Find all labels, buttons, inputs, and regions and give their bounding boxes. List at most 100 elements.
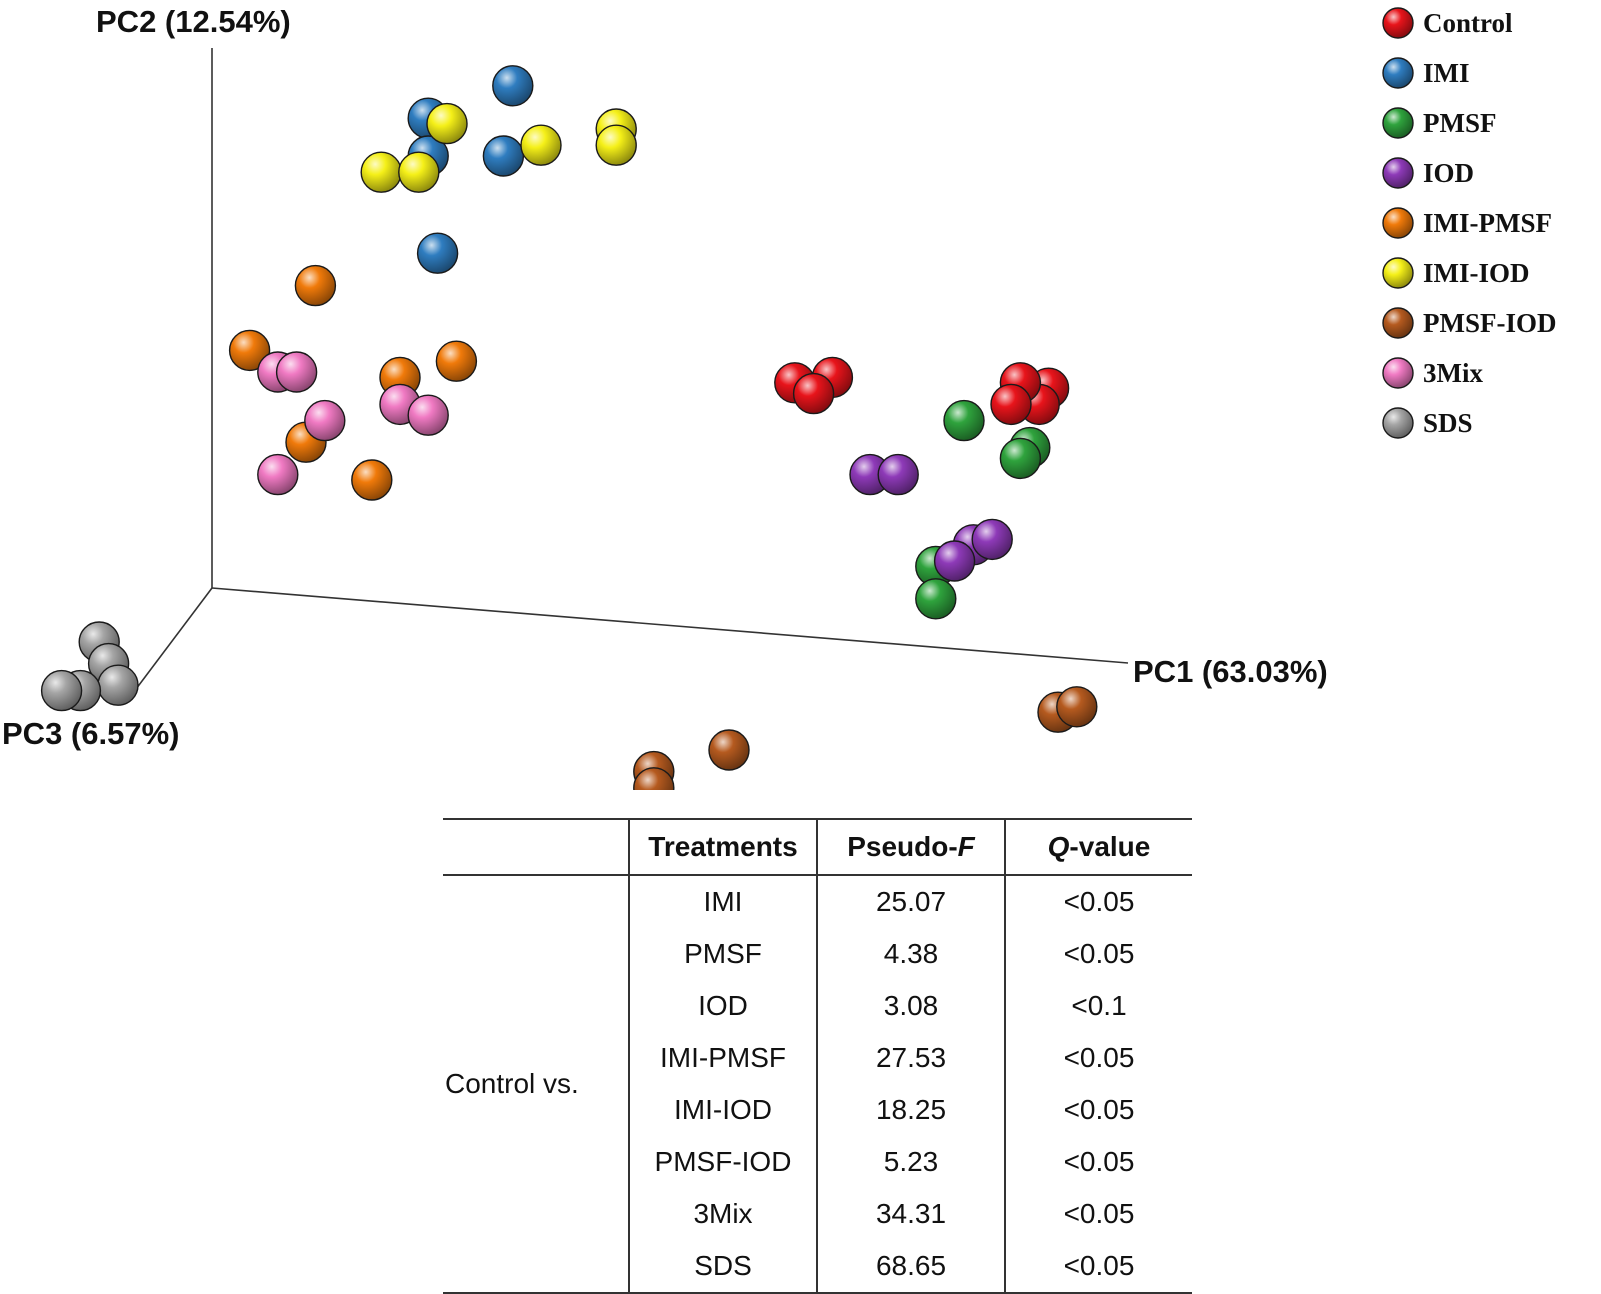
legend-marker-3mix	[1382, 357, 1414, 389]
legend-item-control: Control	[1382, 7, 1513, 39]
legend-marker-iod	[1382, 157, 1414, 189]
point-pmsf-3	[999, 437, 1042, 480]
table-cell-pseudo-f: 5.23	[816, 1136, 1005, 1188]
table-cell-treatment: SDS	[628, 1240, 817, 1294]
pc1-axis-label: PC1 (63.03%)	[1133, 654, 1328, 689]
table-row: IMI-PMSF 27.53 <0.05	[443, 1032, 1192, 1084]
legend-item-imi-iod: IMI-IOD	[1382, 257, 1530, 289]
table-cell-pseudo-f: 68.65	[816, 1240, 1005, 1294]
table-row: SDS 68.65 <0.05	[443, 1240, 1192, 1294]
table-cell-pseudo-f: 25.07	[816, 875, 1005, 928]
point-sds-3	[97, 664, 139, 706]
pc2-axis-label: PC2 (12.54%)	[96, 4, 291, 39]
point-imi-pmsf-6	[351, 459, 393, 501]
point-imi-pmsf-3	[435, 340, 478, 382]
legend-label-pmsf: PMSF	[1423, 108, 1497, 138]
point-sds-5	[40, 669, 83, 712]
point-pmsf-5	[915, 578, 957, 620]
point-imi-4	[482, 135, 525, 177]
legend-label-pmsf-iod: PMSF-IOD	[1423, 308, 1556, 338]
legend-marker-imi-pmsf	[1382, 207, 1414, 239]
point-iod-2	[877, 453, 919, 496]
legend-label-3mix: 3Mix	[1423, 358, 1483, 388]
table-header-treatments: Treatments	[628, 818, 817, 876]
point-imi-5	[416, 232, 459, 274]
legend-item-imi: IMI	[1382, 57, 1470, 89]
legend-marker-imi	[1382, 57, 1414, 89]
legend-item-iod: IOD	[1382, 157, 1474, 189]
legend-label-iod: IOD	[1423, 158, 1474, 188]
table-cell-treatment: IOD	[628, 980, 817, 1032]
point-iod-4	[971, 518, 1013, 561]
table-header-pseudo-f: Pseudo-F	[816, 818, 1005, 876]
data-points	[40, 65, 1098, 790]
table-cell-q-value: <0.05	[1004, 1188, 1192, 1240]
legend-marker-pmsf	[1382, 107, 1414, 139]
legend-label-control: Control	[1423, 8, 1513, 38]
table-cell-pseudo-f: 18.25	[816, 1084, 1005, 1136]
table-row: Control vs. IMI 25.07 <0.05	[443, 875, 1192, 1294]
table-cell-q-value: <0.05	[1004, 1032, 1192, 1084]
table-row: IMI-IOD 18.25 <0.05	[443, 1084, 1192, 1136]
pcoa-plot: PC2 (12.54%) PC1 (63.03%) PC3 (6.57%) Co…	[2, 4, 1556, 790]
point-imi-iod-3	[398, 151, 440, 193]
point-pmsf-iod-2	[1056, 686, 1098, 728]
legend-marker-control	[1382, 7, 1414, 39]
point-3mix-6	[257, 453, 299, 496]
legend-item-pmsf: PMSF	[1382, 107, 1497, 139]
legend: Control IMI PMSF IOD IMI-PMSF IMI-IOD PMSF-IOD…	[1382, 7, 1556, 439]
table-group-label: Control vs.	[443, 875, 629, 1294]
legend-marker-sds	[1382, 407, 1414, 439]
pc1-axis-line	[211, 587, 1129, 664]
legend-label-imi-pmsf: IMI-PMSF	[1423, 208, 1552, 238]
legend-marker-imi-iod	[1382, 257, 1414, 289]
table-header-blank	[443, 818, 629, 876]
table-row: IOD 3.08 <0.1	[443, 980, 1192, 1032]
table-cell-q-value: <0.05	[1004, 1240, 1192, 1294]
table-cell-pseudo-f: 4.38	[816, 928, 1005, 980]
legend-item-sds: SDS	[1382, 407, 1473, 439]
table-cell-q-value: <0.1	[1004, 980, 1192, 1032]
point-imi-pmsf-2	[228, 329, 271, 372]
table-cell-treatment: IMI-IOD	[628, 1084, 817, 1136]
table-cell-treatment: IMI-PMSF	[628, 1032, 817, 1084]
legend-item-imi-pmsf: IMI-PMSF	[1382, 207, 1552, 239]
point-imi-iod-4	[520, 124, 562, 166]
legend-item-3mix: 3Mix	[1382, 357, 1483, 389]
table-cell-pseudo-f: 3.08	[816, 980, 1005, 1032]
table-cell-treatment: PMSF-IOD	[628, 1136, 817, 1188]
permanova-table: Treatments Pseudo-F Q-value Control vs. I…	[443, 818, 1192, 1294]
point-imi-iod-6	[595, 124, 637, 166]
legend-label-imi-iod: IMI-IOD	[1423, 258, 1530, 288]
table-cell-pseudo-f: 27.53	[816, 1032, 1005, 1084]
legend-marker-pmsf-iod	[1382, 307, 1414, 339]
table-row: 3Mix 34.31 <0.05	[443, 1188, 1192, 1240]
point-3mix-3	[304, 399, 346, 442]
legend-item-pmsf-iod: PMSF-IOD	[1382, 307, 1556, 339]
table-cell-q-value: <0.05	[1004, 1084, 1192, 1136]
table-cell-pseudo-f: 34.31	[816, 1188, 1005, 1240]
table-cell-q-value: <0.05	[1004, 1136, 1192, 1188]
point-imi-3	[492, 65, 534, 107]
legend-label-imi: IMI	[1423, 58, 1470, 88]
point-imi-iod-2	[360, 151, 402, 193]
table-header-q-value: Q-value	[1004, 818, 1192, 876]
table-row: PMSF 4.38 <0.05	[443, 928, 1192, 980]
legend-label-sds: SDS	[1423, 408, 1473, 438]
table-cell-treatment: 3Mix	[628, 1188, 817, 1240]
table-header-row: Treatments Pseudo-F Q-value	[443, 818, 1192, 876]
table-row: PMSF-IOD 5.23 <0.05	[443, 1136, 1192, 1188]
pc3-axis-label: PC3 (6.57%)	[2, 716, 179, 751]
point-pmsf-1	[943, 399, 985, 442]
table-cell-treatment: PMSF	[628, 928, 817, 980]
pc3-axis-line	[129, 587, 213, 698]
point-pmsf-iod-4	[633, 767, 675, 790]
point-imi-pmsf-1	[294, 264, 337, 307]
point-control-3	[792, 372, 835, 415]
table-cell-treatment: IMI	[628, 875, 817, 928]
point-control-7	[990, 383, 1032, 426]
table-cell-q-value: <0.05	[1004, 875, 1192, 928]
table-cell-q-value: <0.05	[1004, 928, 1192, 980]
point-iod-5	[933, 540, 976, 582]
point-3mix-2	[275, 351, 318, 393]
